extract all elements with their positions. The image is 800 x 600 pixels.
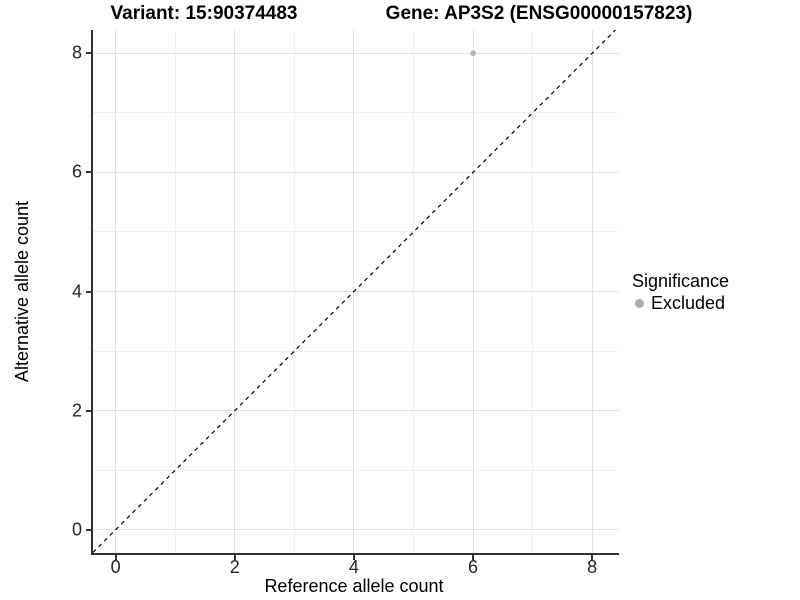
y-tick-mark [86,409,91,412]
excluded-point-icon [635,298,644,308]
grid-major-horizontal [93,171,619,173]
identity-dashed-line [92,29,616,553]
y-tick-label: 6 [71,161,82,182]
x-tick-label: 8 [587,557,598,577]
variant-title: Variant: 15:90374483 [110,3,298,24]
x-tick-mark [114,555,117,560]
x-tick-mark [472,555,475,560]
x-tick-mark [233,555,236,560]
x-axis-title: Reference allele count [264,576,444,596]
x-tick-label: 6 [468,557,479,577]
y-tick-label: 0 [71,519,82,540]
x-tick-mark [352,555,355,560]
plot-overlay [92,29,616,553]
legend: Significance Excluded [629,270,797,314]
plot-panel [91,29,619,555]
data-point [470,50,476,57]
x-tick-label: 0 [110,557,121,577]
x-tick-label: 2 [229,557,240,577]
gene-title: Gene: AP3S2 (ENSG00000157823) [385,3,693,24]
grid-major-horizontal [93,529,619,531]
grid-minor-horizontal [93,231,619,233]
x-tick-mark [591,555,594,560]
y-tick-mark [86,171,91,174]
grid-major-horizontal [93,410,619,412]
y-tick-mark [86,528,91,531]
grid-minor-horizontal [93,469,619,471]
y-tick-label: 4 [71,281,82,301]
y-tick-mark [86,52,91,55]
x-tick-label: 4 [348,557,359,577]
y-tick-label: 8 [71,42,82,63]
grid-major-horizontal [93,52,619,54]
y-tick-label: 2 [71,400,82,421]
legend-item-excluded: Excluded [629,292,797,314]
grid-minor-horizontal [93,112,619,114]
y-axis-title: Alternative allele count [12,200,32,383]
grid-major-horizontal [93,291,619,292]
legend-title: Significance [632,271,730,291]
grid-minor-horizontal [93,350,619,352]
y-tick-mark [86,290,91,293]
legend-item-label: Excluded [651,293,726,313]
